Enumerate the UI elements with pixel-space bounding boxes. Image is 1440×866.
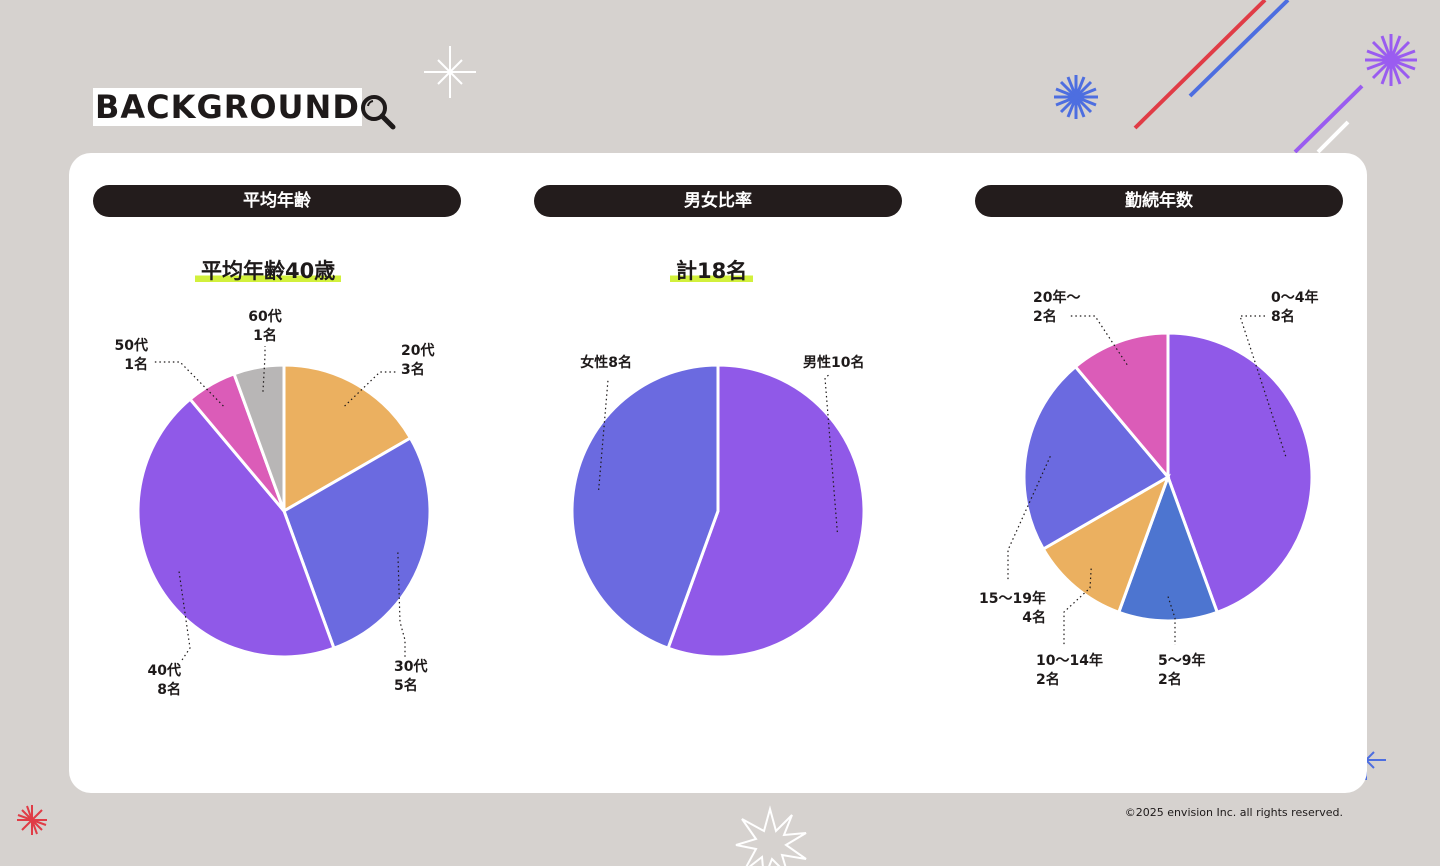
panel-header-gender-ratio: 男女比率 — [534, 185, 902, 217]
diagonal-lines — [1133, 0, 1364, 154]
content-card — [69, 153, 1367, 793]
starburst-icon-blue — [1054, 75, 1098, 119]
headline-average-age: 平均年齢40歳 — [195, 258, 342, 284]
copyright-text: ©2025 envision Inc. all rights reserved. — [1124, 806, 1343, 819]
starburst-icon-red — [17, 805, 47, 835]
starburst-icon-purple — [1365, 34, 1417, 86]
burst-icon-white-bottom — [735, 805, 807, 866]
sparkle-icon-white-top — [424, 46, 476, 98]
panel-header-tenure: 勤続年数 — [975, 185, 1343, 217]
headline-total-count: 計18名 — [670, 258, 754, 284]
page-title: BACKGROUND — [93, 88, 362, 126]
panel-header-average-age: 平均年齢 — [93, 185, 461, 217]
magnifier-icon — [361, 95, 396, 130]
